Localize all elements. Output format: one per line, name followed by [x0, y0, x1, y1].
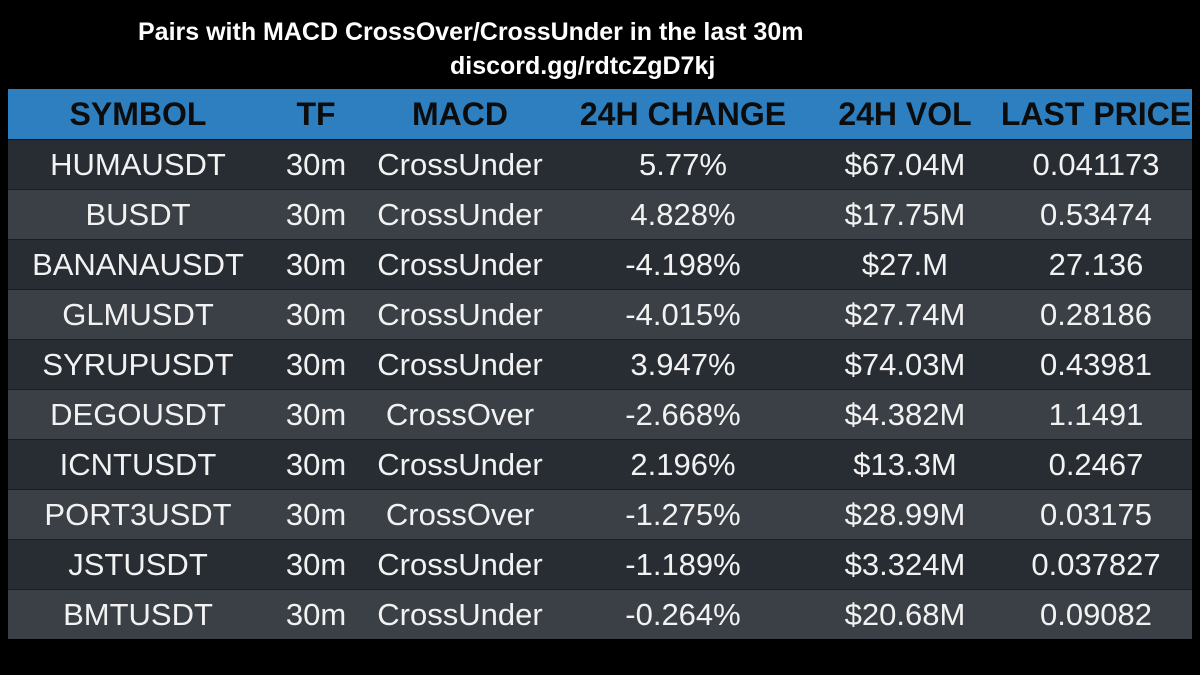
cell-symbol: SYRUPUSDT — [8, 339, 268, 390]
cell-symbol: BMTUSDT — [8, 589, 268, 639]
cell-change: -4.198% — [556, 239, 810, 290]
table-header-row: SYMBOL TF MACD 24H CHANGE 24H VOL LAST P… — [8, 89, 1192, 140]
table-row: SYRUPUSDT 30m CrossUnder 3.947% $74.03M … — [8, 339, 1192, 390]
cell-change: -2.668% — [556, 389, 810, 440]
cell-symbol: BANANAUSDT — [8, 239, 268, 290]
cell-symbol: DEGOUSDT — [8, 389, 268, 440]
cell-macd: CrossUnder — [364, 589, 556, 639]
cell-tf: 30m — [268, 339, 364, 390]
cell-symbol: ICNTUSDT — [8, 439, 268, 490]
cell-price: 0.037827 — [1000, 539, 1192, 590]
cell-tf: 30m — [268, 139, 364, 190]
table-row: BANANAUSDT 30m CrossUnder -4.198% $27.M … — [8, 239, 1192, 290]
column-header-last-price: LAST PRICE — [1000, 89, 1192, 140]
cell-price: 0.53474 — [1000, 189, 1192, 240]
table-row: HUMAUSDT 30m CrossUnder 5.77% $67.04M 0.… — [8, 139, 1192, 190]
discord-link: discord.gg/rdtcZgD7kj — [450, 52, 716, 80]
cell-change: -1.275% — [556, 489, 810, 540]
cell-vol: $17.75M — [810, 189, 1000, 240]
column-header-24h-change: 24H CHANGE — [556, 89, 810, 140]
cell-vol: $27.M — [810, 239, 1000, 290]
column-header-symbol: SYMBOL — [8, 89, 268, 140]
table-row: JSTUSDT 30m CrossUnder -1.189% $3.324M 0… — [8, 539, 1192, 590]
cell-tf: 30m — [268, 289, 364, 340]
cell-price: 0.2467 — [1000, 439, 1192, 490]
cell-macd: CrossUnder — [364, 539, 556, 590]
table-row: DEGOUSDT 30m CrossOver -2.668% $4.382M 1… — [8, 389, 1192, 440]
table-row: ICNTUSDT 30m CrossUnder 2.196% $13.3M 0.… — [8, 439, 1192, 490]
column-header-macd: MACD — [364, 89, 556, 140]
column-header-tf: TF — [268, 89, 364, 140]
cell-macd: CrossOver — [364, 489, 556, 540]
cell-symbol: HUMAUSDT — [8, 139, 268, 190]
cell-price: 0.09082 — [1000, 589, 1192, 639]
cell-change: 5.77% — [556, 139, 810, 190]
cell-change: -0.264% — [556, 589, 810, 639]
cell-change: 3.947% — [556, 339, 810, 390]
cell-vol: $27.74M — [810, 289, 1000, 340]
cell-vol: $28.99M — [810, 489, 1000, 540]
cell-change: -4.015% — [556, 289, 810, 340]
cell-symbol: GLMUSDT — [8, 289, 268, 340]
cell-vol: $13.3M — [810, 439, 1000, 490]
cell-change: -1.189% — [556, 539, 810, 590]
cell-vol: $20.68M — [810, 589, 1000, 639]
page-title: Pairs with MACD CrossOver/CrossUnder in … — [138, 18, 804, 46]
cell-tf: 30m — [268, 439, 364, 490]
cell-macd: CrossUnder — [364, 439, 556, 490]
cell-price: 1.1491 — [1000, 389, 1192, 440]
cell-vol: $3.324M — [810, 539, 1000, 590]
table-row: BUSDT 30m CrossUnder 4.828% $17.75M 0.53… — [8, 189, 1192, 240]
cell-tf: 30m — [268, 539, 364, 590]
cell-macd: CrossOver — [364, 389, 556, 440]
cell-macd: CrossUnder — [364, 239, 556, 290]
cell-tf: 30m — [268, 589, 364, 639]
cell-price: 0.28186 — [1000, 289, 1192, 340]
cell-tf: 30m — [268, 189, 364, 240]
cell-change: 2.196% — [556, 439, 810, 490]
pairs-table: SYMBOL TF MACD 24H CHANGE 24H VOL LAST P… — [8, 89, 1192, 639]
cell-price: 0.43981 — [1000, 339, 1192, 390]
cell-macd: CrossUnder — [364, 189, 556, 240]
cell-macd: CrossUnder — [364, 289, 556, 340]
cell-symbol: JSTUSDT — [8, 539, 268, 590]
cell-macd: CrossUnder — [364, 339, 556, 390]
cell-vol: $4.382M — [810, 389, 1000, 440]
cell-change: 4.828% — [556, 189, 810, 240]
cell-macd: CrossUnder — [364, 139, 556, 190]
cell-tf: 30m — [268, 239, 364, 290]
cell-symbol: PORT3USDT — [8, 489, 268, 540]
cell-tf: 30m — [268, 489, 364, 540]
cell-price: 27.136 — [1000, 239, 1192, 290]
cell-symbol: BUSDT — [8, 189, 268, 240]
column-header-24h-vol: 24H VOL — [810, 89, 1000, 140]
cell-price: 0.041173 — [1000, 139, 1192, 190]
table-row: PORT3USDT 30m CrossOver -1.275% $28.99M … — [8, 489, 1192, 540]
table-row: GLMUSDT 30m CrossUnder -4.015% $27.74M 0… — [8, 289, 1192, 340]
cell-vol: $67.04M — [810, 139, 1000, 190]
cell-vol: $74.03M — [810, 339, 1000, 390]
table-row: BMTUSDT 30m CrossUnder -0.264% $20.68M 0… — [8, 589, 1192, 639]
cell-tf: 30m — [268, 389, 364, 440]
cell-price: 0.03175 — [1000, 489, 1192, 540]
